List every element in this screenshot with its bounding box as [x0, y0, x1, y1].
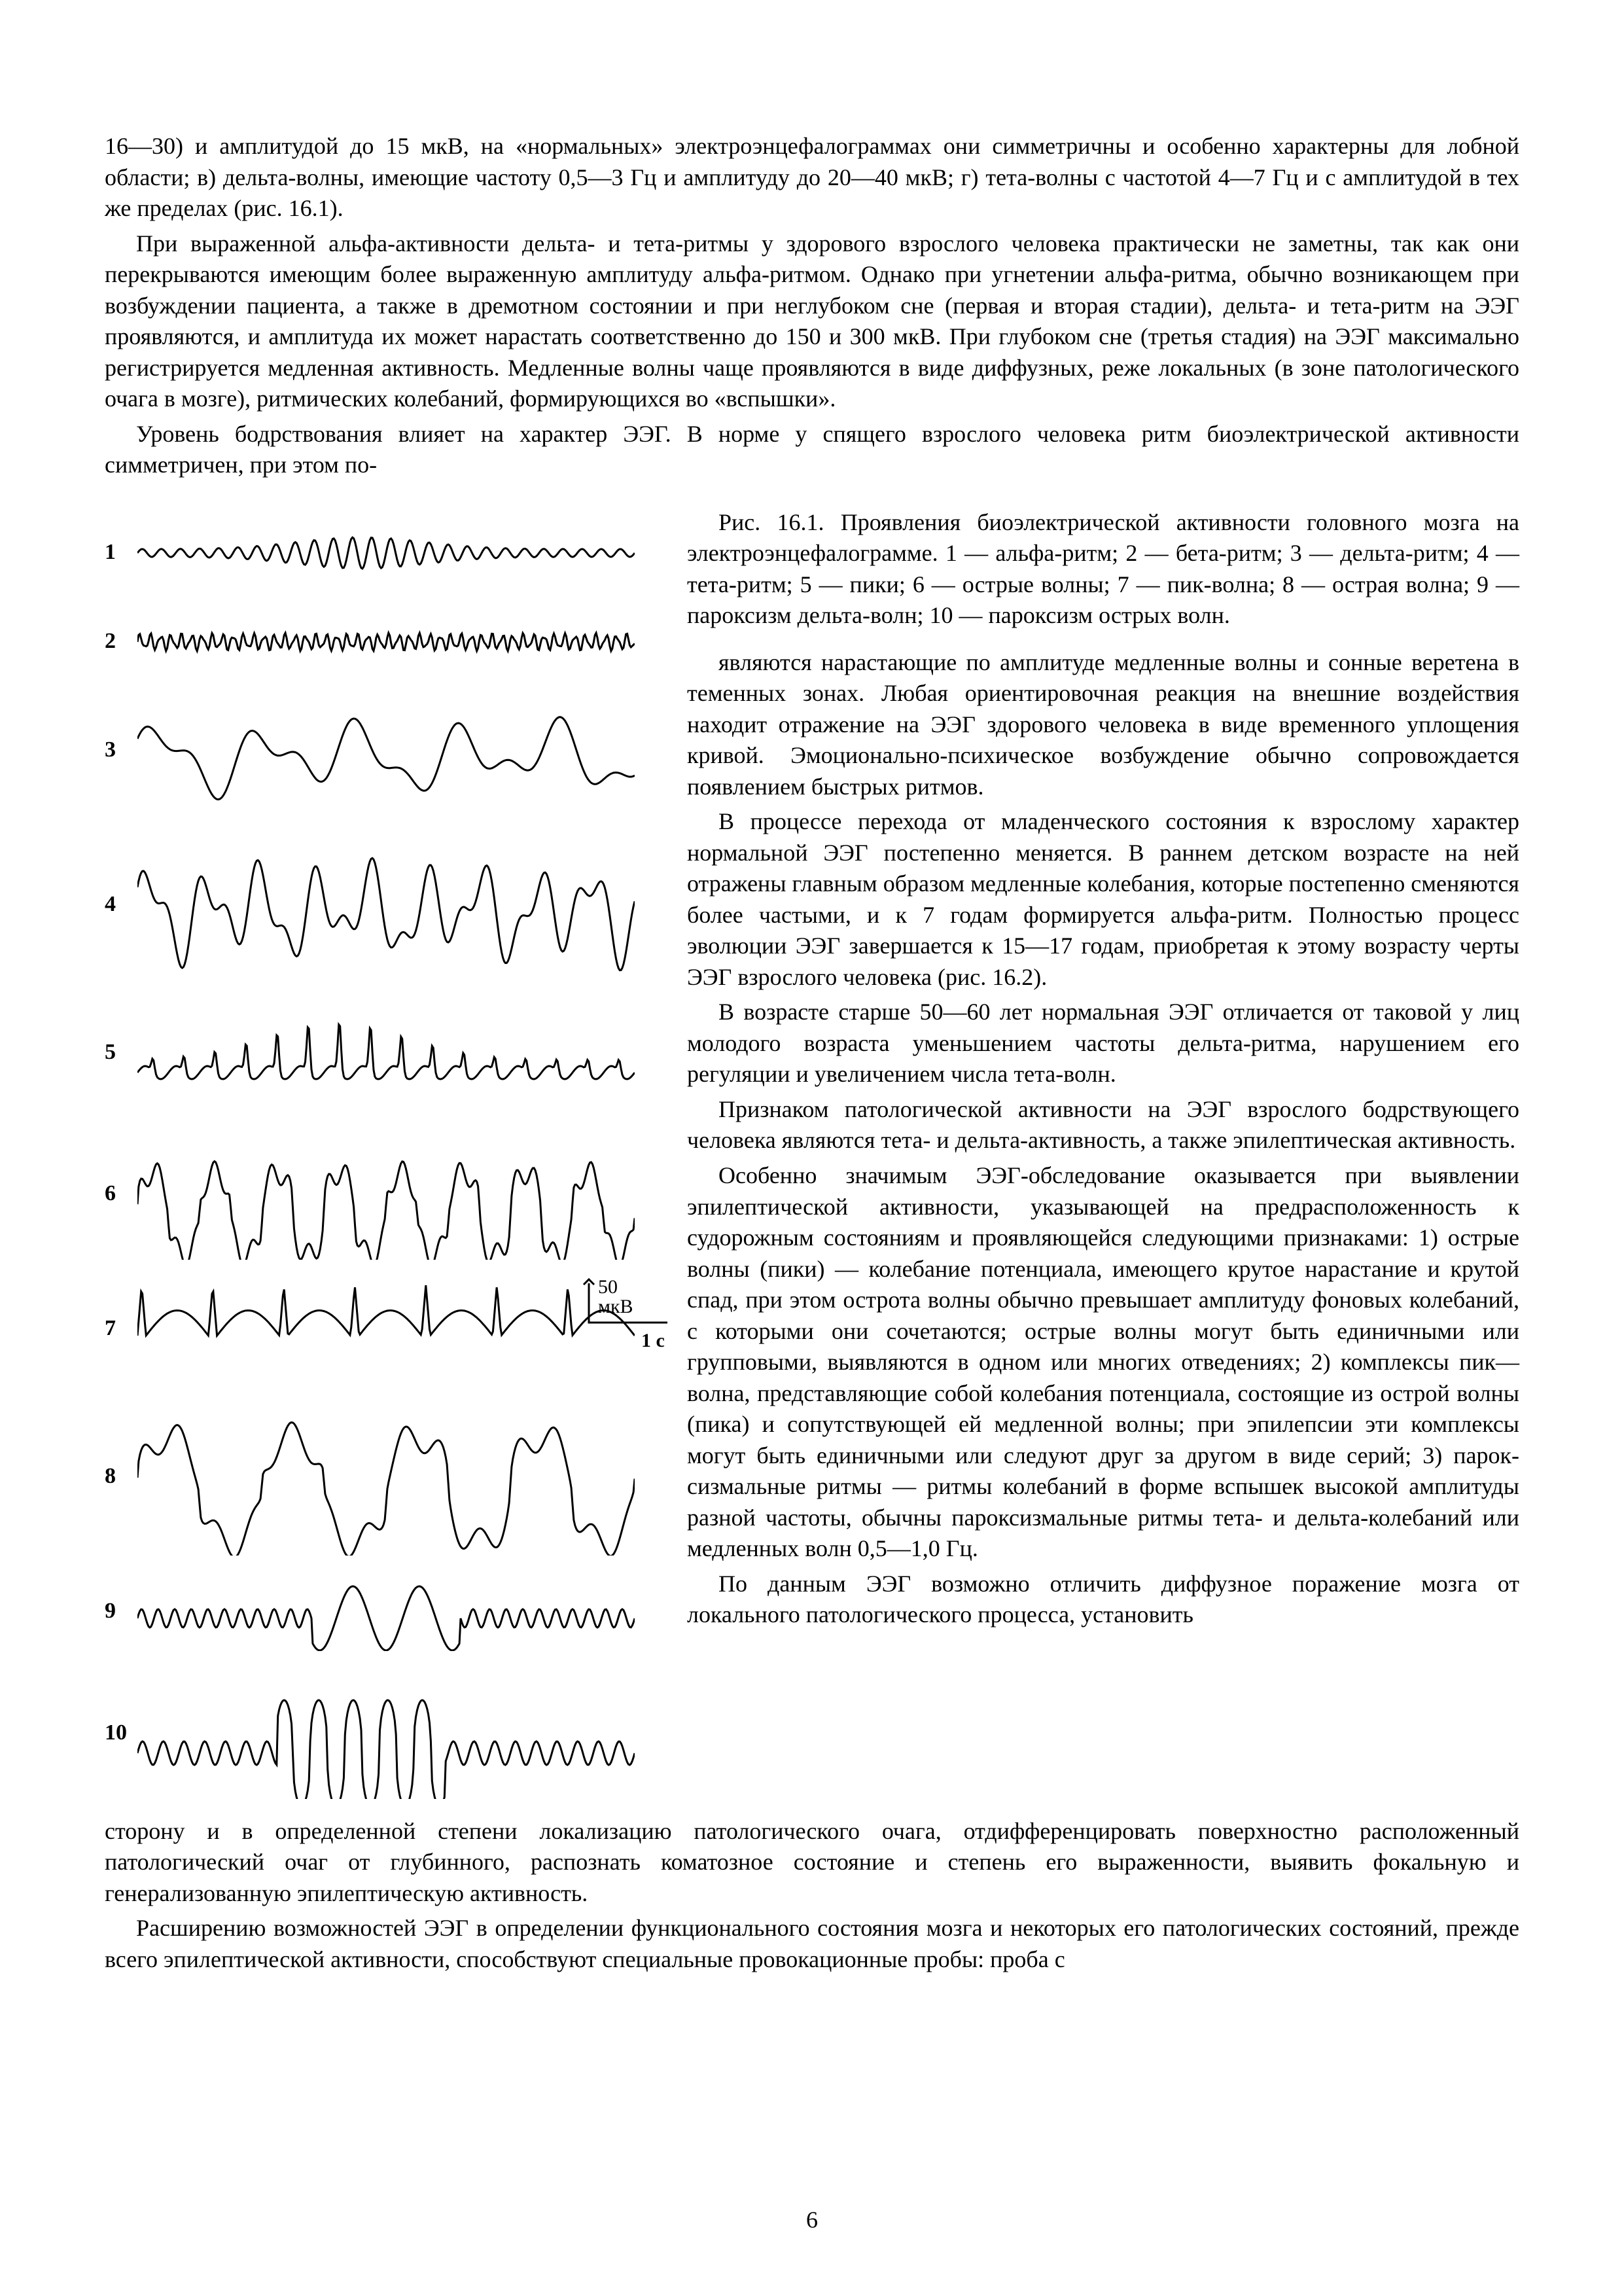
eeg-waveform: [137, 616, 635, 668]
eeg-trace-row: 750мкВ1 с: [105, 1277, 661, 1381]
paragraph: В возрасте старше 50—60 лет нормальная Э…: [687, 997, 1519, 1090]
eeg-trace-row: 2: [105, 616, 661, 668]
figure-column: 1 2 3 4 5 6 750мкВ1 с 8 9 10: [105, 507, 661, 1816]
paragraph: являются нарастающие по амплитуде медлен…: [687, 647, 1519, 803]
eeg-trace-row: 8: [105, 1398, 661, 1556]
eeg-trace-number: 3: [105, 736, 137, 765]
right-text-column: Рис. 16.1. Проявления биоэлектрической а…: [687, 507, 1519, 1635]
eeg-waveform: [137, 833, 635, 977]
eeg-trace-number: 4: [105, 890, 137, 919]
eeg-trace-number: 6: [105, 1179, 137, 1209]
eeg-trace-row: 10: [105, 1668, 661, 1799]
eeg-waveform: [137, 1398, 635, 1556]
paragraph: Признаком патологической активности на Э…: [687, 1094, 1519, 1156]
eeg-trace-row: 9: [105, 1573, 661, 1651]
paragraph: По данным ЭЭГ возможно отличить диффузно…: [687, 1569, 1519, 1631]
page-number: 6: [0, 2205, 1624, 2236]
eeg-trace-row: 4: [105, 833, 661, 977]
eeg-waveform: [137, 1573, 635, 1651]
paragraph: Уровень бодрствования влияет на характер…: [105, 419, 1519, 481]
eeg-waveform: [137, 685, 635, 816]
paragraph: В процессе перехода от младенческого сос…: [687, 806, 1519, 993]
scale-unit: мкВ: [598, 1294, 633, 1320]
figure-and-text-wrap: 1 2 3 4 5 6 750мкВ1 с 8 9 10 Рис. 16.1. Проявлени…: [105, 507, 1519, 1816]
eeg-trace-number: 1: [105, 538, 137, 567]
eeg-trace-row: 3: [105, 685, 661, 816]
paragraph: Особенно значимым ЭЭГ-обследование оказы…: [687, 1160, 1519, 1565]
eeg-waveform: [137, 1668, 635, 1799]
eeg-waveform: [137, 1129, 635, 1260]
paragraph: сторону и в определенной степени локализ…: [105, 1816, 1519, 1910]
eeg-scale-marker: 50мкВ1 с: [576, 1277, 694, 1362]
paragraph: Расширению возможностей ЭЭГ в определени…: [105, 1913, 1519, 1975]
paragraph: При выраженной альфа-активности дельта- …: [105, 228, 1519, 415]
eeg-waveform: [137, 994, 635, 1112]
eeg-trace-number: 8: [105, 1462, 137, 1491]
eeg-waveform: [137, 1277, 635, 1381]
eeg-figure: 1 2 3 4 5 6 750мкВ1 с 8 9 10: [105, 507, 661, 1799]
eeg-trace-row: 6: [105, 1129, 661, 1260]
eeg-trace-number: 9: [105, 1597, 137, 1626]
eeg-trace-number: 10: [105, 1718, 137, 1748]
eeg-waveform: [137, 507, 635, 599]
eeg-trace-row: 5: [105, 994, 661, 1112]
paragraph: 16—30) и амплитудой до 15 мкВ, на «норма…: [105, 131, 1519, 224]
eeg-trace-number: 7: [105, 1314, 137, 1343]
scale-time: 1 с: [641, 1328, 665, 1354]
eeg-trace-row: 1: [105, 507, 661, 599]
figure-caption: Рис. 16.1. Проявления биоэлектрической а…: [687, 507, 1519, 632]
eeg-trace-number: 5: [105, 1038, 137, 1067]
eeg-trace-number: 2: [105, 627, 137, 656]
